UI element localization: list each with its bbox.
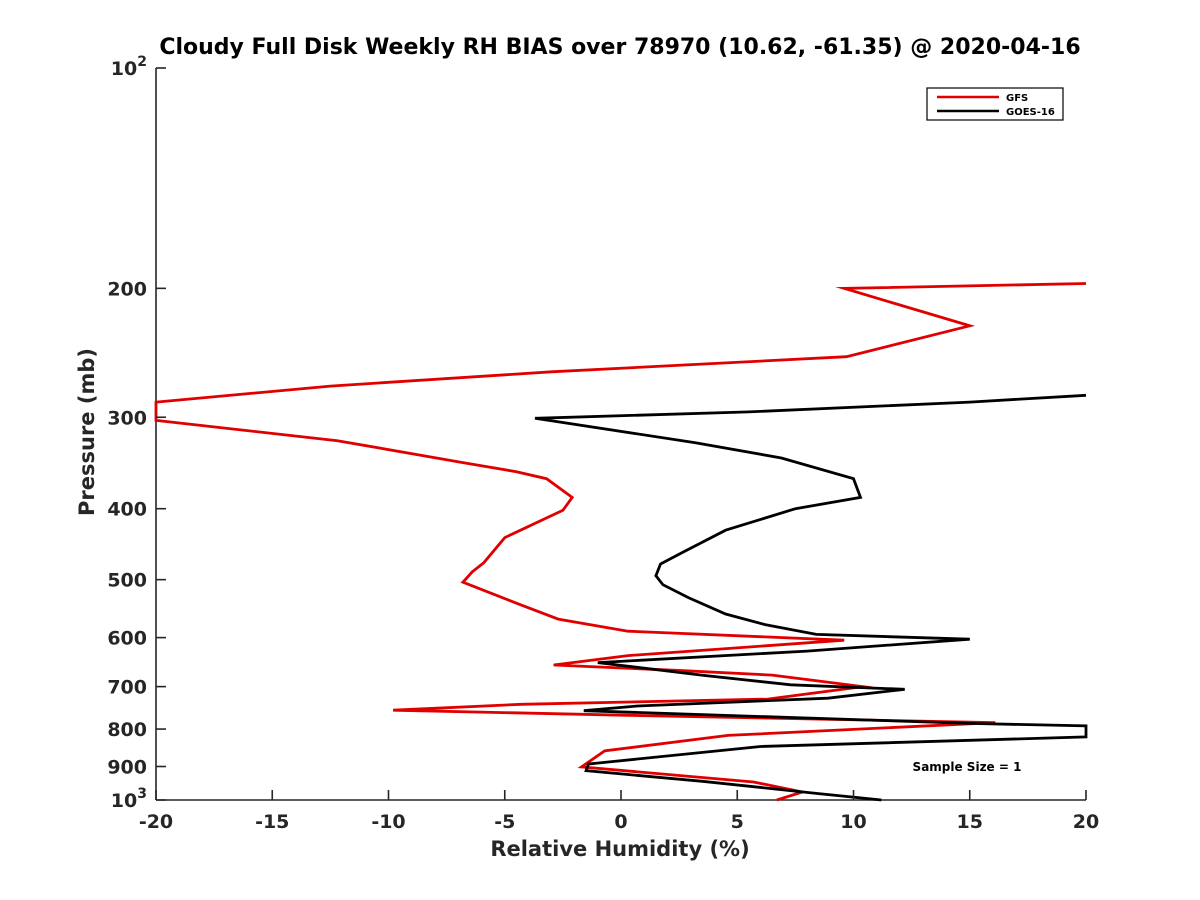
y-tick-label: 400 — [107, 499, 147, 521]
x-axis-label: Relative Humidity (%) — [490, 837, 749, 861]
sample-size-annotation: Sample Size = 1 — [913, 760, 1022, 774]
legend-items: GFS GOES-16 — [937, 93, 1055, 118]
y-tick-label: 800 — [107, 719, 147, 741]
chart-title: Cloudy Full Disk Weekly RH BIAS over 789… — [159, 35, 1080, 60]
series-group — [154, 282, 1088, 802]
y-axis-label: Pressure (mb) — [75, 348, 99, 516]
y-axis-ticks: 102 200 300 400 500 600 700 800 900 103 — [107, 54, 166, 812]
y-tick-label: 900 — [107, 757, 147, 779]
x-axis-ticks: -20 -15 -10 -5 0 5 10 15 20 — [139, 790, 1099, 833]
x-tick-label: 20 — [1073, 811, 1099, 833]
x-tick-label: -15 — [255, 811, 289, 833]
legend-box — [926, 87, 1064, 121]
y-tick-label: 102 — [111, 54, 147, 80]
x-tick-label: -5 — [494, 811, 515, 833]
x-tick-label: 5 — [731, 811, 744, 833]
y-tick-label: 103 — [111, 786, 147, 812]
x-tick-label: -20 — [139, 811, 173, 833]
x-tick-label: 15 — [957, 811, 983, 833]
x-tick-label: 10 — [840, 811, 866, 833]
x-tick-label: 0 — [614, 811, 627, 833]
y-tick-label: 500 — [107, 570, 147, 592]
y-tick-label: 700 — [107, 677, 147, 699]
legend-label: GOES-16 — [1006, 107, 1055, 118]
x-tick-label: -10 — [371, 811, 405, 833]
y-tick-label: 200 — [107, 278, 147, 300]
y-tick-label: 300 — [107, 407, 147, 429]
y-tick-label: 600 — [107, 628, 147, 650]
series-line-goes-16 — [534, 393, 1088, 802]
legend: GFS GOES-16 — [926, 87, 1064, 121]
legend-label: GFS — [1006, 93, 1028, 104]
